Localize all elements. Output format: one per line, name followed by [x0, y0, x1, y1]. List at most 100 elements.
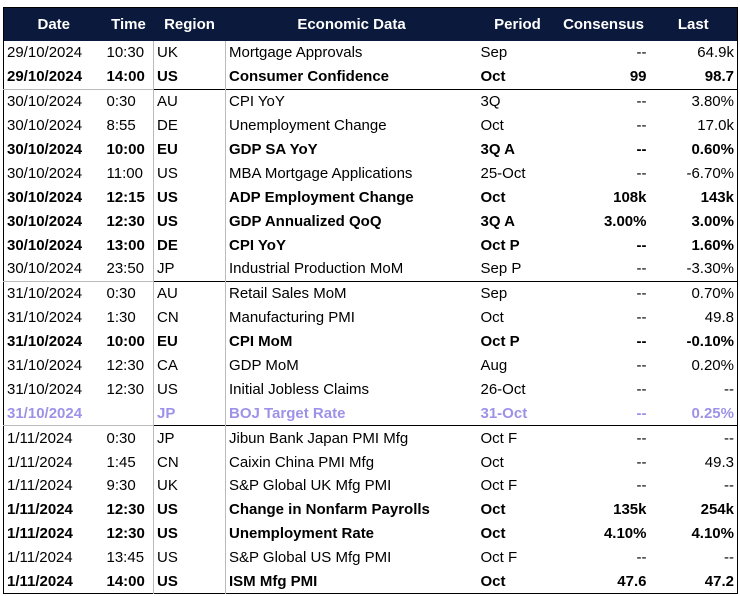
table-cell: Oct: [480, 117, 504, 135]
table-cell: Oct: [480, 453, 504, 471]
table-cell: 3.80%: [649, 88, 738, 114]
table-cell: --: [557, 425, 650, 451]
table-row: 30/10/2024 12:15 US ADP Employment Change Oc…: [4, 185, 738, 210]
table-cell: 3Q A: [480, 212, 515, 230]
column-header: Date: [37, 16, 70, 33]
table-cell: 4.10%: [691, 525, 734, 543]
table-cell: 13:00: [106, 236, 145, 254]
table-cell: Oct: [480, 525, 506, 543]
table-cell: 31/10/2024: [7, 357, 83, 375]
table-cell: 1/11/2024: [7, 525, 73, 543]
table-cell: 14:00: [106, 68, 145, 86]
table-cell: 0.70%: [649, 280, 738, 306]
table-row: 29/10/2024 14:00 US Consumer Confidence Oct 9…: [4, 64, 738, 90]
table-cell: US: [153, 497, 226, 522]
table-cell: 0:30: [103, 88, 154, 114]
table-cell: Jibun Bank Japan PMI Mfg: [225, 425, 478, 451]
table-cell: CN: [153, 450, 226, 475]
table-cell: JP: [153, 401, 226, 426]
table-cell: 1/11/2024: [7, 453, 73, 471]
table-cell: US: [153, 521, 226, 546]
header-row: Date Time Region Economic Data Period Consens…: [3, 7, 738, 41]
table-cell: Sep P: [480, 260, 522, 278]
table-cell: 29/10/2024: [7, 44, 83, 62]
table-row: 31/10/2024 1:30 CN Manufacturing PMI Oct -- 49…: [4, 305, 738, 330]
table-row: 1/11/2024 0:30 JP Jibun Bank Japan PMI Mfg O…: [3, 425, 738, 451]
table-cell: MBA Mortgage Applications: [225, 161, 478, 186]
table-cell: Sep: [477, 280, 558, 306]
table-cell: -3.30%: [686, 260, 734, 278]
table-cell: UK: [153, 41, 226, 65]
table-row: 31/10/2024 JP BOJ Target Rate 31-Oct -- 0.25%: [4, 401, 738, 426]
table-cell: AU: [153, 280, 226, 306]
table-cell: Oct: [480, 501, 506, 519]
table-row: 30/10/2024 11:00 US MBA Mortgage Applicatio…: [4, 161, 738, 186]
table-row: 1/11/2024 1:45 CN Caixin China PMI Mfg Oct --…: [4, 450, 738, 475]
table-cell: --: [724, 549, 734, 567]
table-row: 30/10/2024 13:00 DE CPI YoY Oct P -- 1.60%: [4, 233, 738, 258]
table-row: 30/10/2024 8:55 DE Unemployment Change Oct --…: [4, 113, 738, 138]
table-cell: 29/10/2024: [7, 68, 83, 86]
table-cell: -0.10%: [686, 333, 734, 351]
table-cell: 31-Oct: [480, 404, 528, 422]
table-cell: JP: [153, 257, 226, 282]
table-row: 1/11/2024 13:45 US S&P Global US Mfg PMI Oct…: [4, 545, 738, 570]
table-cell: 10:00: [106, 333, 145, 351]
table-cell: Consumer Confidence: [225, 64, 478, 90]
table-cell: 99: [629, 68, 647, 86]
table-cell: DE: [153, 113, 226, 138]
table-cell: --: [636, 477, 647, 495]
column-header: Economic Data: [297, 16, 406, 33]
table-cell: 30/10/2024: [7, 236, 83, 254]
table-row: 1/11/2024 12:30 US Unemployment Rate Oct 4.10…: [4, 521, 738, 546]
table-cell: 143k: [700, 188, 734, 206]
table-cell: Change in Nonfarm Payrolls: [225, 497, 478, 522]
table-cell: CA: [153, 353, 226, 378]
table-cell: 17.0k: [697, 117, 734, 135]
table-cell: --: [649, 425, 738, 451]
table-cell: --: [636, 404, 647, 422]
table-cell: 1/11/2024: [7, 477, 73, 495]
table-cell: Oct P: [480, 333, 520, 351]
table-cell: 1.60%: [691, 236, 734, 254]
table-cell: EU: [153, 137, 226, 162]
table-cell: Oct F: [480, 477, 518, 495]
table-cell: Unemployment Rate: [225, 521, 478, 546]
table-row: 31/10/2024 12:30 US Initial Jobless Claims 2…: [4, 377, 738, 402]
table-cell: S&P Global UK Mfg PMI: [225, 474, 478, 498]
table-cell: 0.20%: [691, 357, 734, 375]
calendar-table: Date Time Region Economic Data Period Consens…: [3, 7, 738, 595]
table-cell: 26-Oct: [480, 380, 526, 398]
column-header: Time: [111, 16, 146, 33]
table-cell: 254k: [700, 501, 734, 519]
table-cell: --: [636, 309, 647, 327]
table-cell: 12:30: [106, 212, 145, 230]
table-cell: Sep: [480, 44, 508, 62]
table-cell: 25-Oct: [480, 164, 526, 182]
table-cell: BOJ Target Rate: [225, 401, 478, 426]
table-cell: --: [636, 164, 647, 182]
table-cell: 10:30: [106, 44, 145, 62]
table-cell: --: [724, 380, 734, 398]
table-cell: Aug: [480, 357, 508, 375]
table-cell: Oct: [480, 188, 506, 206]
table-cell: 12:30: [106, 525, 145, 543]
table-cell: AU: [153, 88, 226, 114]
table-cell: --: [636, 44, 647, 62]
table-cell: GDP Annualized QoQ: [225, 209, 478, 234]
table-cell: Oct: [480, 573, 506, 591]
table-cell: 11:00: [106, 164, 143, 182]
table-cell: CN: [153, 305, 226, 330]
table-cell: 0:30: [103, 280, 154, 306]
table-cell: [104, 401, 154, 425]
table-cell: --: [636, 141, 647, 158]
table-cell: 13:45: [106, 549, 145, 567]
column-header: Period: [494, 16, 541, 33]
table-cell: 23:50: [106, 260, 145, 278]
table-cell: 12:15: [106, 188, 145, 206]
table-cell: --: [636, 236, 647, 254]
table-row: 31/10/2024 0:30 AU Retail Sales MoM Sep -- 0.7…: [3, 280, 738, 306]
table-cell: 30/10/2024: [7, 141, 83, 158]
table-cell: 12:30: [106, 357, 145, 375]
